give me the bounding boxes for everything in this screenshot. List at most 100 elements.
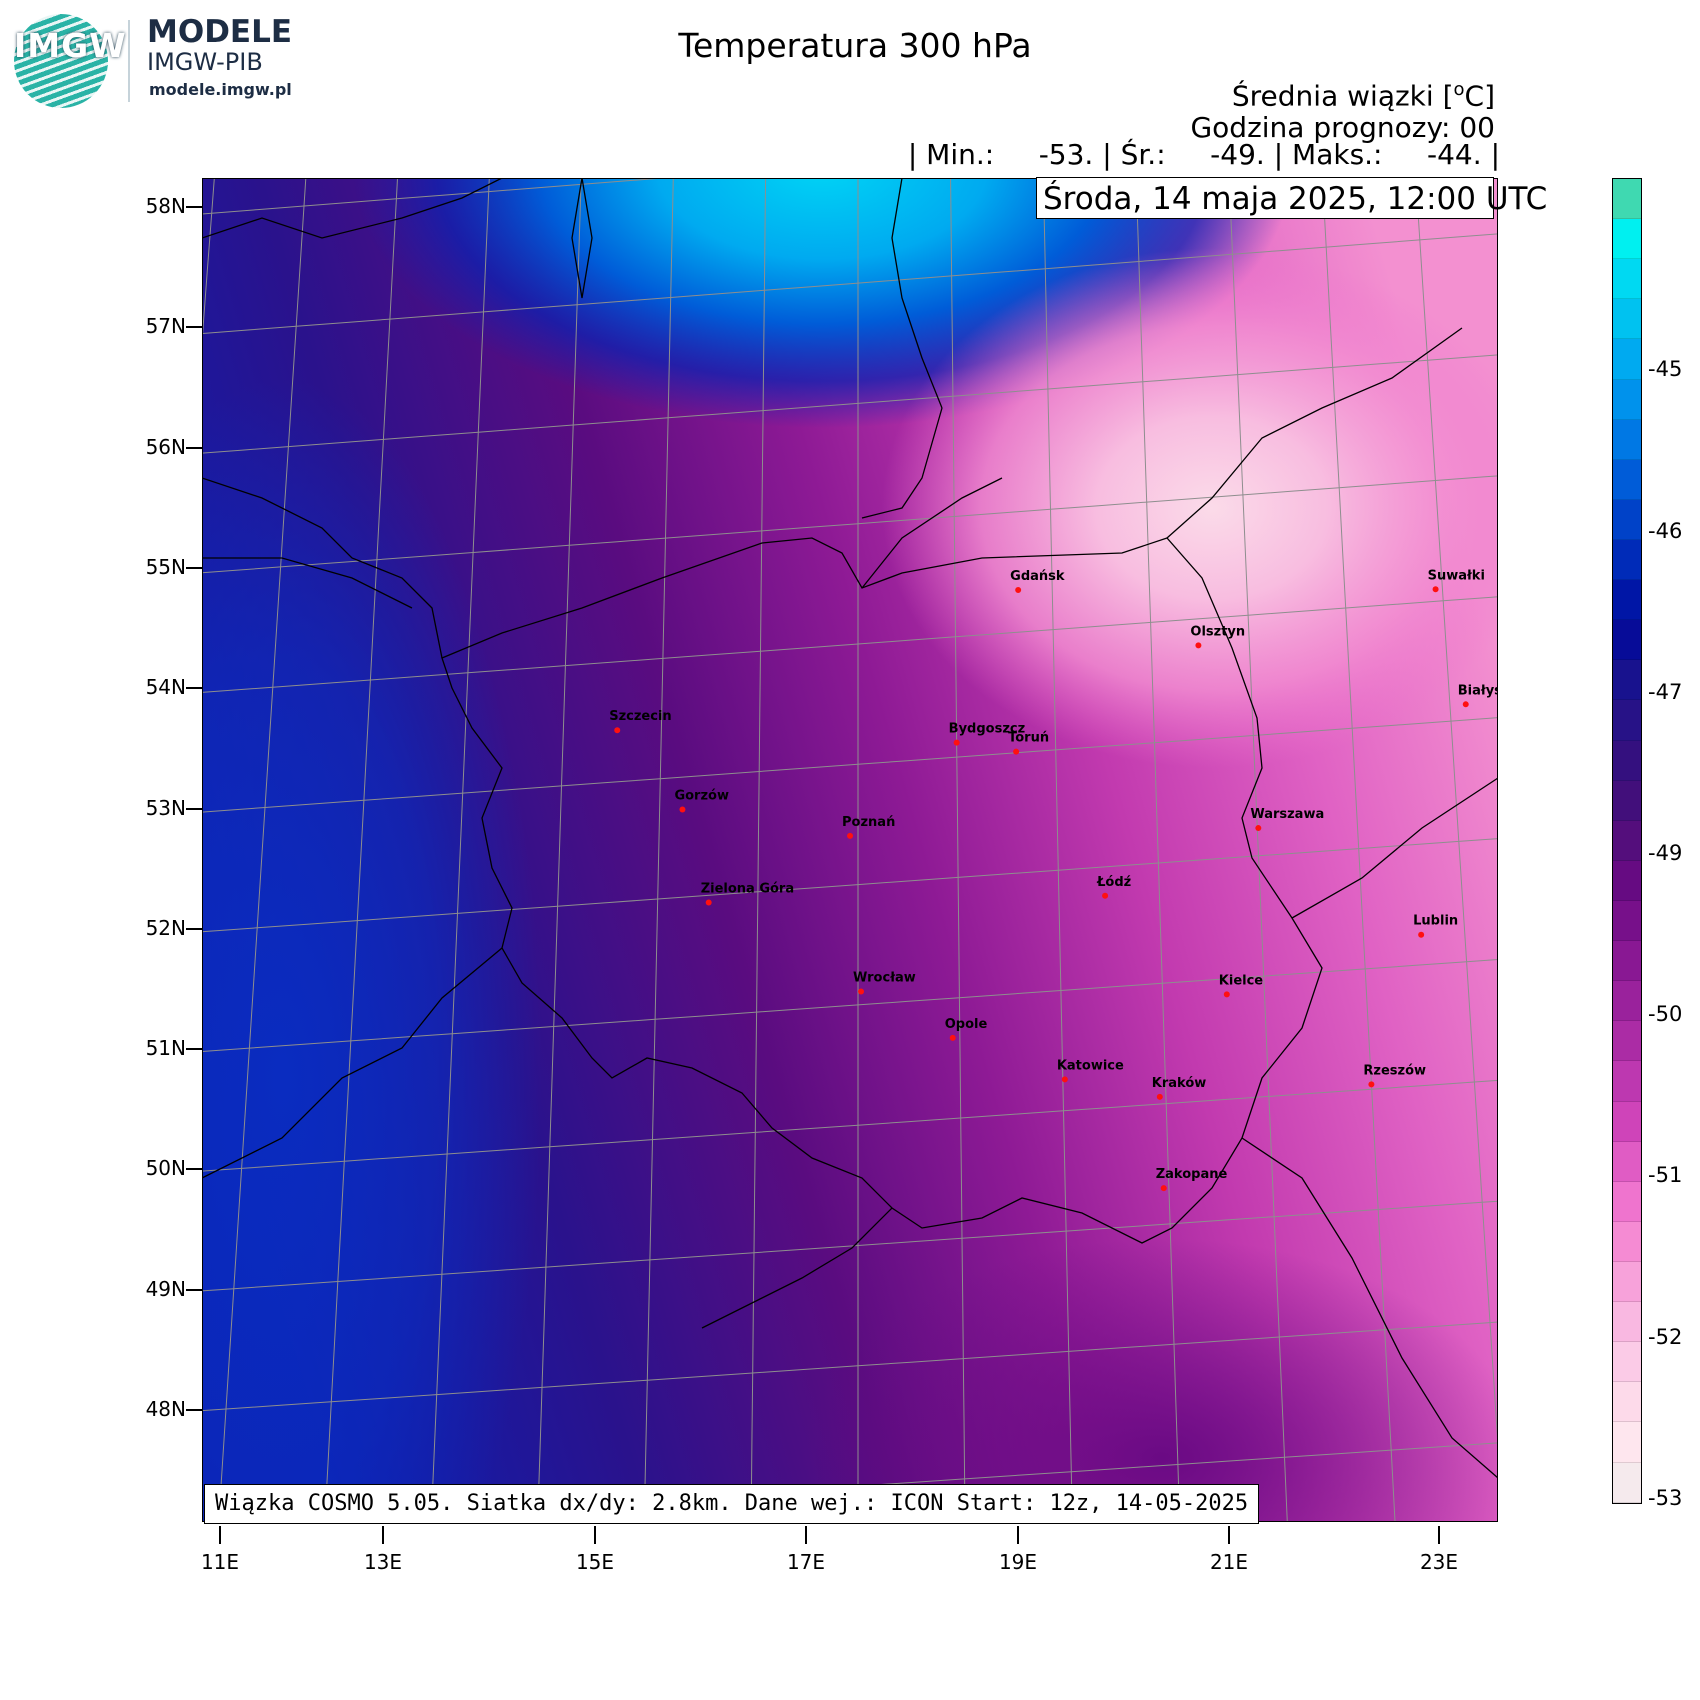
legend-label: -47	[1648, 680, 1683, 704]
city-marker[interactable]	[1013, 748, 1020, 755]
legend-swatch	[1613, 1101, 1641, 1142]
longitude-label: 19E	[998, 1550, 1038, 1574]
city-label: Bydgoszcz	[949, 722, 1026, 737]
meridian-line	[1228, 178, 1288, 1522]
city-marker[interactable]	[1102, 892, 1109, 899]
latitude-tick	[186, 326, 202, 329]
legend-swatch	[1613, 1462, 1641, 1503]
map-subtitle: Średnia wiązki [oC] Godzina prognozy: 00	[1190, 74, 1495, 144]
city-label: Poznań	[842, 815, 895, 830]
brand-url[interactable]: modele.imgw.pl	[149, 80, 292, 99]
legend-swatch	[1613, 219, 1641, 260]
latitude-label: 54N	[145, 675, 186, 700]
city-marker[interactable]	[614, 727, 621, 734]
sweden-coast	[202, 178, 503, 239]
legend-swatch	[1613, 1261, 1641, 1303]
latitude-tick	[186, 566, 202, 569]
city-marker[interactable]	[1156, 1093, 1163, 1100]
map-title: Temperatura 300 hPa	[678, 26, 1032, 65]
city-marker[interactable]	[1061, 1076, 1068, 1083]
meridian-line	[750, 178, 767, 1522]
city-marker[interactable]	[1160, 1185, 1167, 1192]
legend-swatch	[1613, 1302, 1641, 1343]
variable-name: Średnia wiązki [	[1231, 79, 1454, 113]
legend-label: -49	[1648, 841, 1683, 865]
meridian-line	[950, 178, 966, 1522]
longitude-tick	[1228, 1526, 1230, 1544]
city-marker[interactable]	[1462, 701, 1469, 708]
city-label: Toruń	[1008, 731, 1049, 746]
latitude-tick	[186, 1288, 202, 1291]
city-marker[interactable]	[1223, 991, 1230, 998]
color-legend	[1612, 178, 1642, 1504]
longitude-label: 21E	[1209, 1550, 1249, 1574]
longitude-tick	[1017, 1526, 1019, 1544]
legend-swatch	[1613, 499, 1641, 540]
stat-max-value: -44.	[1427, 138, 1482, 171]
city-label: Lublin	[1413, 914, 1458, 929]
city-label: Białystok	[1458, 683, 1498, 698]
city-marker[interactable]	[1418, 931, 1425, 938]
logo-text: IMGW	[14, 26, 127, 65]
lithuania-border	[1166, 327, 1463, 539]
meridian-line	[1135, 178, 1181, 1522]
city-marker[interactable]	[1015, 587, 1022, 594]
stats-line: | Min.: -53. | Śr.: -49. | Maks.: -44. |	[908, 138, 1500, 171]
city-label: Szczecin	[609, 709, 671, 724]
city-label: Kielce	[1219, 973, 1264, 988]
latitude-tick	[186, 807, 202, 810]
legend-swatch	[1613, 339, 1641, 380]
legend-swatch	[1613, 259, 1641, 300]
city-marker[interactable]	[1368, 1081, 1375, 1088]
stat-end: |	[1490, 138, 1500, 171]
meridian-line	[324, 178, 399, 1522]
city-marker[interactable]	[847, 832, 854, 839]
longitude-tick	[594, 1526, 596, 1544]
field-warm-core	[882, 248, 1498, 768]
logo-divider	[128, 20, 130, 102]
city-marker[interactable]	[858, 988, 865, 995]
latitude-label: 48N	[145, 1397, 186, 1421]
meridian-line	[202, 178, 215, 348]
latitude-label: 52N	[145, 915, 186, 940]
city-marker[interactable]	[705, 899, 712, 906]
legend-swatch	[1613, 660, 1641, 701]
borders	[202, 178, 1498, 1479]
legend-label: -51	[1648, 1163, 1683, 1187]
city-label: Gorzów	[674, 789, 729, 804]
city-label: Suwałki	[1428, 568, 1485, 583]
legend-label: -53	[1648, 1486, 1683, 1510]
city-marker[interactable]	[1432, 586, 1439, 593]
legend-swatch	[1613, 1382, 1641, 1423]
poland-border	[441, 537, 1323, 1244]
city-marker[interactable]	[1195, 642, 1202, 649]
longitude-label: 13E	[363, 1550, 403, 1574]
legend-swatch	[1613, 1141, 1641, 1182]
legend-swatch	[1613, 1181, 1641, 1222]
legend-swatch	[1613, 1422, 1641, 1463]
city-label: Rzeszów	[1363, 1063, 1426, 1078]
legend-swatch	[1613, 459, 1641, 500]
city-marker[interactable]	[1255, 825, 1262, 832]
latitude-tick	[186, 1048, 202, 1051]
gotland	[571, 178, 593, 299]
stat-avg-label: | Śr.:	[1102, 138, 1166, 171]
imgw-logo	[14, 14, 108, 108]
longitude-label: 23E	[1419, 1550, 1459, 1574]
legend-swatch	[1613, 700, 1641, 741]
longitude-tick	[219, 1526, 221, 1544]
city-label: Gdańsk	[1010, 569, 1065, 584]
legend-swatch	[1613, 539, 1641, 581]
legend-label: -50	[1648, 1002, 1683, 1026]
kaliningrad-border	[861, 477, 1003, 589]
latitude-label: 56N	[145, 434, 186, 459]
belarus-border	[1291, 777, 1498, 919]
coast-baltic	[202, 477, 443, 659]
city-marker[interactable]	[949, 1034, 956, 1041]
temperature-map[interactable]: Gdańsk Suwałki Olsztyn Białystok Szczecin Byd…	[202, 178, 1498, 1522]
latitude-label: 53N	[145, 795, 186, 820]
legend-swatch	[1613, 780, 1641, 821]
city-marker[interactable]	[953, 739, 960, 746]
legend-swatch	[1613, 179, 1641, 220]
city-marker[interactable]	[679, 806, 686, 813]
